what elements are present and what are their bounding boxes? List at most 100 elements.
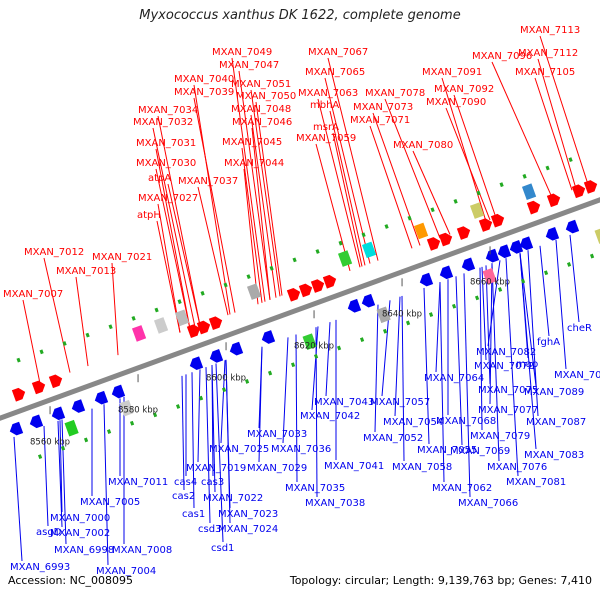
leader-line [193,97,236,313]
feature-marker [60,445,66,451]
gene-label-top: MXAN_7096 [472,51,532,62]
leader-line [220,360,226,444]
leader-line [401,295,405,462]
gene-label-top: MXAN_7039 [174,87,234,98]
forward-gene-arrow [546,193,561,208]
gene-label-top: MXAN_7073 [353,102,413,113]
forward-gene-arrow [298,283,313,298]
reverse-gene-block [119,399,134,417]
leader-line [423,287,430,445]
gene-label-top: atpA [148,173,171,184]
feature-marker [175,404,181,409]
gene-label-top: atpH [137,210,161,221]
gene-label-bottom: MXAN_7004 [96,566,156,577]
feature-marker [290,362,296,368]
gene-label-top: MXAN_7078 [365,88,425,99]
leader-line [157,203,181,333]
gene-label-bottom: MXAN_7036 [271,444,331,455]
leader-line [211,364,216,493]
summary-text: Topology: circular; Length: 9,139,763 bp… [289,574,592,587]
tick-label: 8560 kbp [30,438,70,448]
leader-line [327,57,379,261]
reverse-gene-arrow [497,244,512,259]
gene-label-bottom: MXAN_7068 [436,416,496,427]
feature-marker [152,412,158,418]
gene-label-bottom: MXAN_7052 [363,433,423,444]
gene-label-bottom: MXAN_7054 [383,417,443,428]
leader-line [111,262,119,356]
feature-marker [200,290,205,296]
feature-marker [361,232,366,238]
gene-label-top: mbhA [310,100,339,111]
leader-line [317,98,361,268]
leader-line [505,258,519,477]
accession-text: Accession: NC_008095 [8,574,134,587]
leader-line [103,404,109,566]
tick-label: 8660 kbp [470,278,510,288]
leader-line [441,77,487,222]
gene-label-top: MXAN_7051 [231,79,291,90]
leader-line [238,70,271,300]
feature-marker [16,357,21,363]
leader-line [251,127,271,300]
reverse-gene-arrow [361,293,376,308]
gene-label-bottom: cheR [567,323,592,334]
leader-line [167,183,201,326]
reverse-gene-arrow [439,265,454,280]
gene-label-bottom: MXAN_7072 [474,361,534,372]
reverse-gene-block [64,419,79,437]
leader-line [491,263,500,462]
gene-label-top: MXAN_7113 [520,25,580,36]
leader-line [152,127,196,328]
genome-backbone [0,197,600,421]
feature-marker [474,295,480,301]
feature-marker [520,278,526,284]
forward-gene-block [246,283,262,300]
gene-label-top: MXAN_7007 [3,289,63,300]
leader-line [155,168,191,330]
reverse-gene-block [482,267,497,285]
leader-line [225,359,231,524]
gene-label-bottom: MXAN_7042 [300,411,360,422]
reverse-gene-arrow [229,341,244,356]
reverse-gene-arrow [9,421,24,436]
leader-line [439,282,445,483]
tick-label: 8620 kbp [294,342,334,352]
gene-label-top: MXAN_7012 [24,247,84,258]
leader-line [255,101,283,296]
reverse-gene-arrow [419,272,434,287]
feature-marker [407,215,412,221]
gene-label-bottom: MXAN_7000 [50,513,110,524]
gene-label-bottom: MXAN_6993 [10,562,70,573]
feature-marker [382,328,388,334]
forward-gene-arrow [583,180,598,194]
forward-gene-arrow [490,213,505,228]
gene-label-top: MXAN_7048 [231,104,291,115]
forward-gene-arrow [310,279,325,293]
feature-marker [62,341,67,346]
gene-label-bottom: cas4 [174,477,197,488]
gene-label-top: MXAN_7013 [56,266,116,277]
leader-line [258,346,263,463]
reverse-gene-arrow [189,356,204,370]
feature-marker [338,240,343,246]
feature-marker [244,379,250,384]
feature-marker [269,265,274,271]
gene-label-bottom: MXAN_7079 [470,431,530,442]
gene-label-top: MXAN_7071 [350,115,410,126]
gene-label-top: MXAN_7059 [296,133,356,144]
leader-line [61,419,67,545]
reverse-gene-block [594,227,600,244]
leader-line [43,425,49,527]
gene-label-bottom: MXAN_7029 [247,463,307,474]
feature-marker [267,370,273,376]
feature-marker [129,420,135,426]
gene-label-bottom: MXAN_7005 [80,497,140,508]
feature-marker [221,387,227,393]
gene-label-bottom: MXAN_7066 [458,498,518,509]
gene-features [9,157,600,460]
forward-gene-arrow [286,287,301,302]
tick-labels: 8560 kbp 8580 kbp 8600 kbp 8620 kbp 8640 kbp… [30,246,510,448]
leader-line [295,334,298,483]
